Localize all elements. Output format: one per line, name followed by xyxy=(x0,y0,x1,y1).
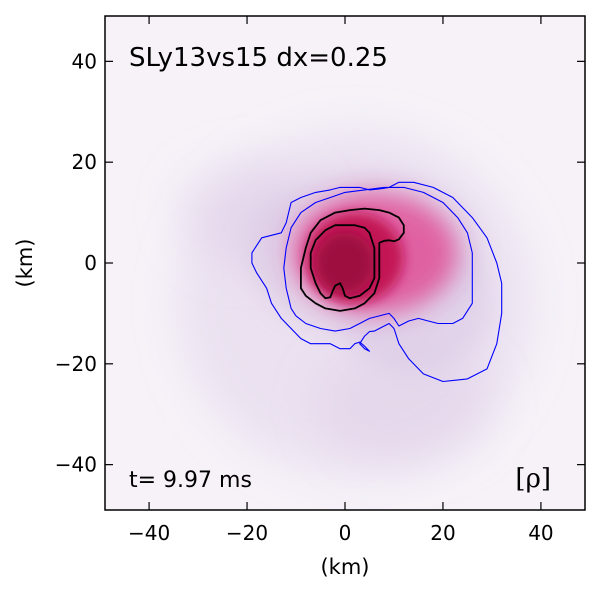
y-tick-label: 20 xyxy=(72,150,97,174)
y-tick-label: 40 xyxy=(72,49,97,73)
axis-ticks: −40 −20 0 20 40 −40 −20 0 20 40 xyxy=(55,16,585,545)
y-axis-label: (km) xyxy=(13,238,37,287)
x-axis-label: (km) xyxy=(320,555,369,579)
contour-outer xyxy=(251,181,503,383)
halo-arm-bottom xyxy=(315,343,492,465)
field-label: [ρ] xyxy=(515,464,551,494)
contour-middle xyxy=(283,186,473,332)
x-tick-label: 40 xyxy=(528,521,553,545)
panel-title: SLy13vs15 dx=0.25 xyxy=(129,43,388,73)
y-tick-label: −20 xyxy=(55,352,97,376)
time-label: t= 9.97 ms xyxy=(129,468,252,493)
x-tick-label: −40 xyxy=(128,521,170,545)
contour-inner-2 xyxy=(309,224,376,300)
density-field xyxy=(178,131,532,475)
x-tick-label: 0 xyxy=(339,521,352,545)
x-tick-label: 20 xyxy=(430,521,455,545)
core-blob xyxy=(315,232,375,294)
y-tick-label: −40 xyxy=(55,453,97,477)
density-contours xyxy=(251,181,503,383)
contour-inner-1 xyxy=(300,207,405,312)
y-tick-label: 0 xyxy=(84,251,97,275)
x-tick-label: −20 xyxy=(226,521,268,545)
